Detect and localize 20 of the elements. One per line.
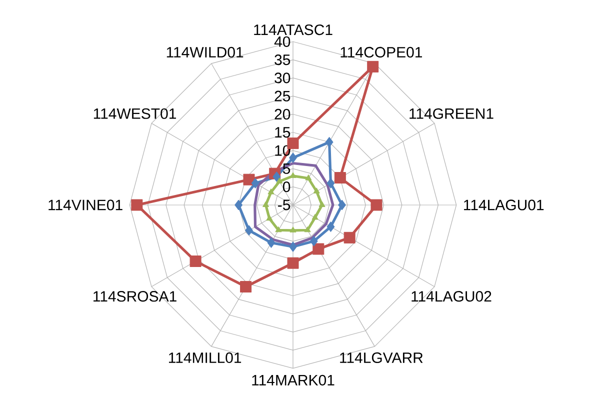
spoke-label: 114WILD01 <box>166 46 244 58</box>
spoke-label: 114VINE01 <box>48 200 122 210</box>
spoke-label: 114COPE01 <box>340 46 422 58</box>
spoke-label: 114WEST01 <box>94 108 176 119</box>
y-tick-label: 25 <box>274 90 290 102</box>
y-tick-label: 30 <box>274 72 290 84</box>
spoke-label: 114LAGU02 <box>412 291 492 302</box>
spoke-label: 114LAGU01 <box>464 200 544 210</box>
y-tick-label: 0 <box>282 182 290 192</box>
y-tick-label: 15 <box>275 127 290 138</box>
spoke-label: 114MILL01 <box>168 352 242 364</box>
y-tick-label: 20 <box>274 108 290 120</box>
spoke-label: 114MARK01 <box>252 374 334 386</box>
spoke-label: 114SROSA1 <box>94 291 176 302</box>
y-tick-label: 40 <box>274 36 290 47</box>
spoke-label: 114ATASC1 <box>254 24 332 36</box>
spoke-label: 114GREEN1 <box>410 108 494 119</box>
spoke-label: 114LGVARR <box>340 352 423 364</box>
y-tick-label: 35 <box>274 54 290 66</box>
y-tick-label: -5 <box>278 200 290 210</box>
